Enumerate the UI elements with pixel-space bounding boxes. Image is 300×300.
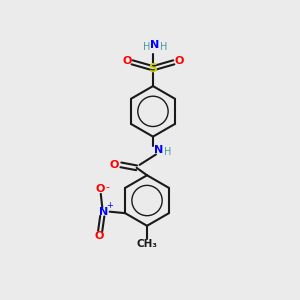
Text: H: H (164, 147, 172, 158)
Text: H: H (143, 43, 150, 52)
Text: -: - (105, 182, 109, 192)
Text: O: O (95, 184, 105, 194)
Text: N: N (154, 145, 163, 155)
Text: N: N (150, 40, 159, 50)
Text: CH₃: CH₃ (136, 238, 158, 249)
Text: H: H (160, 43, 167, 52)
Text: O: O (174, 56, 184, 66)
Text: O: O (109, 160, 119, 170)
Text: O: O (94, 231, 104, 241)
Text: S: S (148, 62, 158, 75)
Text: +: + (106, 201, 113, 210)
Text: N: N (99, 207, 108, 217)
Text: O: O (122, 56, 131, 66)
